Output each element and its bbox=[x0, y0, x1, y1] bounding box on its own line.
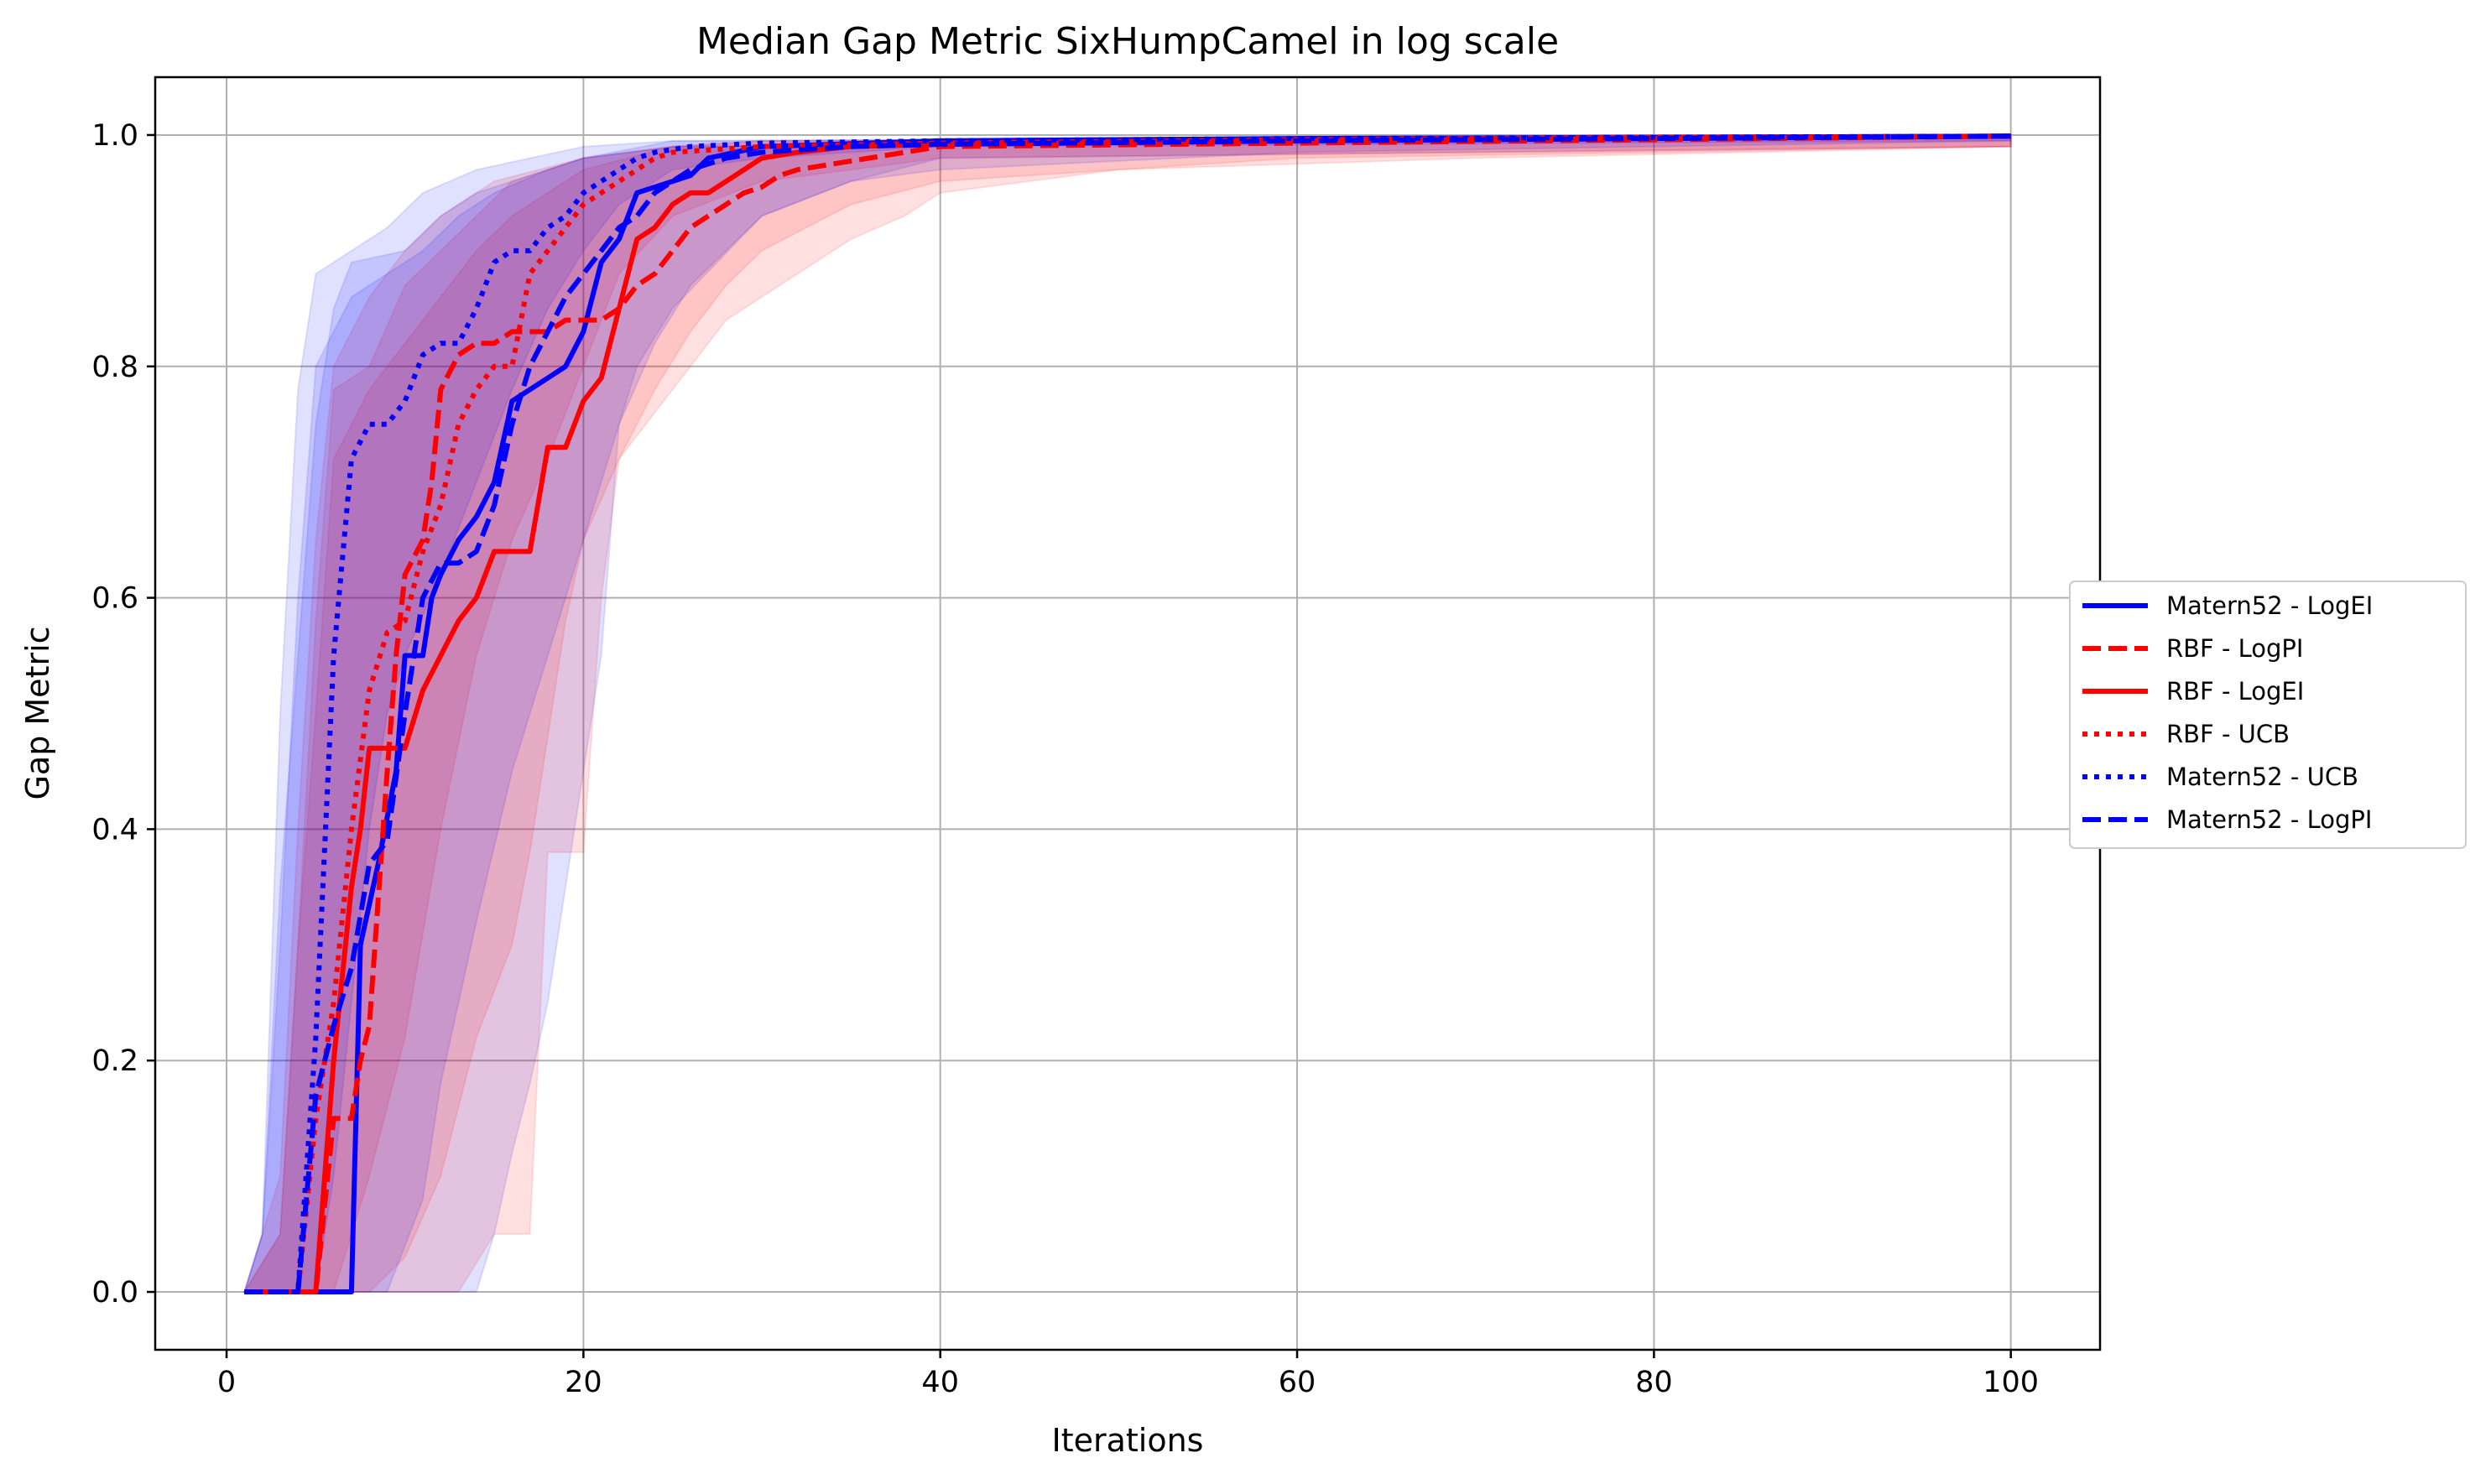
x-tick-label: 20 bbox=[565, 1366, 602, 1399]
y-tick-label: 0.4 bbox=[91, 813, 138, 846]
x-tick-label: 60 bbox=[1279, 1366, 1316, 1399]
y-axis-label: Gap Metric bbox=[19, 626, 56, 799]
y-tick-label: 0.2 bbox=[91, 1044, 138, 1078]
x-tick-label: 100 bbox=[1983, 1366, 2039, 1399]
x-tick-label: 0 bbox=[217, 1366, 236, 1399]
series-line-matern52-ucb bbox=[244, 133, 2011, 1294]
band-layer bbox=[242, 133, 2012, 1293]
y-tick-label: 0.8 bbox=[91, 351, 138, 384]
legend-label-matern52-logei: Matern52 - LogEI bbox=[2166, 591, 2373, 620]
band-rbf-logpi bbox=[242, 133, 2012, 1293]
series-line-rbf-logei bbox=[244, 133, 2011, 1294]
x-tick-label: 80 bbox=[1635, 1366, 1673, 1399]
chart-title: Median Gap Metric SixHumpCamel in log sc… bbox=[696, 20, 1559, 63]
legend-box bbox=[2069, 581, 2467, 849]
legend: Matern52 - LogEI RBF - LogPI RBF - LogEI RB… bbox=[2069, 581, 2467, 849]
x-tick-label: 40 bbox=[921, 1366, 959, 1399]
tick-layer: 0 20 40 60 80 100 0.0 0.2 0.4 0.6 0.8 1.0 bbox=[91, 119, 2039, 1399]
grid-layer bbox=[155, 77, 2100, 1350]
legend-label-matern52-ucb: Matern52 - UCB bbox=[2166, 763, 2358, 791]
series-line-matern52-logei bbox=[244, 133, 2011, 1294]
y-tick-label: 0.0 bbox=[91, 1276, 138, 1310]
band-matern52-logei bbox=[242, 133, 2012, 1293]
y-tick-label: 1.0 bbox=[91, 119, 138, 153]
band-matern52-ucb bbox=[242, 133, 2012, 1293]
legend-label-rbf-logei: RBF - LogEI bbox=[2166, 677, 2304, 706]
series-line-matern52-logpi bbox=[244, 133, 2011, 1294]
legend-label-rbf-ucb: RBF - UCB bbox=[2166, 720, 2290, 748]
band-matern52-logpi bbox=[242, 133, 2012, 1293]
legend-label-matern52-logpi: Matern52 - LogPI bbox=[2166, 805, 2372, 834]
x-axis-label: Iterations bbox=[1052, 1422, 1204, 1459]
band-rbf-logei bbox=[242, 133, 2012, 1293]
band-rbf-ucb bbox=[242, 133, 2012, 1293]
series-line-rbf-ucb bbox=[244, 133, 2011, 1294]
y-tick-label: 0.6 bbox=[91, 582, 138, 616]
legend-label-rbf-logpi: RBF - LogPI bbox=[2166, 634, 2303, 663]
line-layer bbox=[244, 133, 2011, 1294]
series-line-rbf-logpi bbox=[244, 133, 2011, 1294]
